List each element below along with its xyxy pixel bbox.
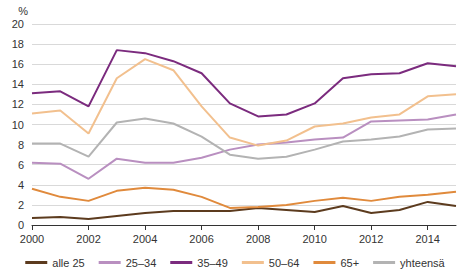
svg-text:8: 8: [18, 139, 24, 151]
svg-text:2004: 2004: [133, 233, 157, 245]
svg-text:12: 12: [12, 98, 24, 110]
svg-text:%: %: [18, 5, 28, 17]
svg-text:alle 25: alle 25: [52, 257, 84, 269]
svg-text:65+: 65+: [340, 257, 359, 269]
svg-text:yhteensä: yhteensä: [400, 257, 446, 269]
svg-text:2008: 2008: [246, 233, 270, 245]
svg-text:2012: 2012: [359, 233, 383, 245]
svg-text:20: 20: [12, 18, 24, 30]
svg-text:10: 10: [12, 119, 24, 131]
svg-text:14: 14: [12, 78, 24, 90]
svg-text:18: 18: [12, 38, 24, 50]
svg-text:0: 0: [18, 219, 24, 231]
svg-text:2000: 2000: [20, 233, 44, 245]
svg-text:16: 16: [12, 58, 24, 70]
svg-text:35–49: 35–49: [197, 257, 228, 269]
svg-text:2014: 2014: [415, 233, 439, 245]
svg-text:6: 6: [18, 159, 24, 171]
svg-text:4: 4: [18, 179, 24, 191]
svg-text:2010: 2010: [302, 233, 326, 245]
svg-text:50–64: 50–64: [269, 257, 300, 269]
svg-text:25–34: 25–34: [126, 257, 157, 269]
svg-text:2002: 2002: [76, 233, 100, 245]
svg-text:2006: 2006: [189, 233, 213, 245]
svg-text:2: 2: [18, 199, 24, 211]
